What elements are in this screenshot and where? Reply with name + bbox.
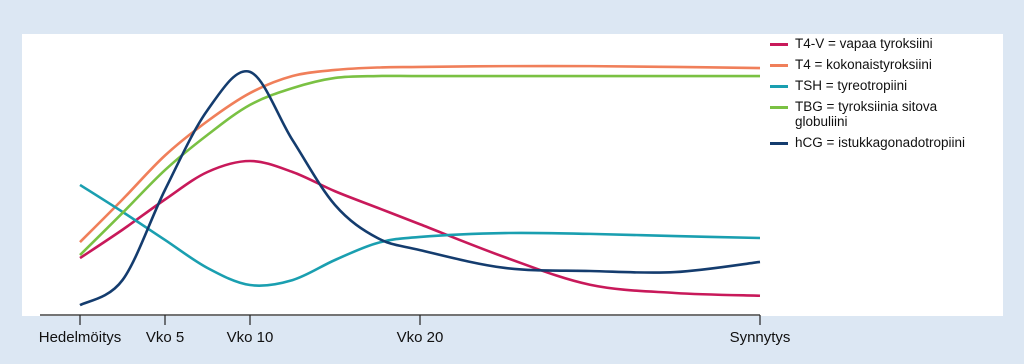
- legend-swatch: [770, 106, 788, 109]
- legend-item: TBG = tyroksiinia sitova globuliini: [770, 99, 998, 129]
- series-line: [79, 64, 761, 244]
- x-tick-label: Hedelmöitys: [39, 329, 122, 346]
- series-line: [79, 183, 761, 287]
- legend-label: T4 = kokonaistyroksiini: [795, 57, 932, 72]
- legend-item: T4 = kokonaistyroksiini: [770, 57, 998, 72]
- legend-swatch: [770, 85, 788, 88]
- series-line: [79, 74, 760, 256]
- x-tick-label: Vko 10: [227, 329, 274, 346]
- legend-item: hCG = istukkagonadotropiini: [770, 135, 998, 150]
- legend-swatch: [770, 43, 788, 46]
- series-line: [79, 159, 761, 298]
- legend-swatch: [770, 142, 788, 145]
- legend-label: TSH = tyreotropiini: [795, 78, 908, 93]
- legend-label: T4-V = vapaa tyroksiini: [795, 36, 933, 51]
- legend: T4-V = vapaa tyroksiini T4 = kokonaistyro…: [770, 36, 998, 156]
- legend-swatch: [770, 64, 788, 67]
- series-line: [79, 69, 761, 307]
- legend-label: TBG = tyroksiinia sitova globuliini: [795, 99, 938, 129]
- legend-item: T4-V = vapaa tyroksiini: [770, 36, 998, 51]
- x-tick-label: Vko 5: [146, 329, 184, 346]
- legend-label: hCG = istukkagonadotropiini: [795, 135, 965, 150]
- x-tick-label: Vko 20: [397, 329, 444, 346]
- x-tick-label: Synnytys: [730, 329, 791, 346]
- legend-item: TSH = tyreotropiini: [770, 78, 998, 93]
